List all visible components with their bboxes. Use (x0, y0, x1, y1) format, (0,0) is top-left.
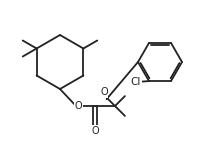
Text: O: O (100, 87, 107, 97)
Text: O: O (91, 125, 98, 136)
Text: O: O (74, 101, 82, 111)
Text: Cl: Cl (130, 77, 140, 87)
